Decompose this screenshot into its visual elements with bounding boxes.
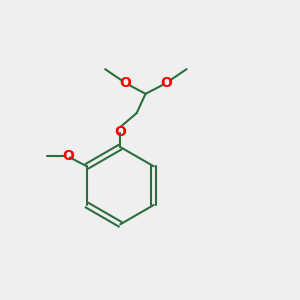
Text: O: O	[160, 76, 172, 90]
Text: O: O	[119, 76, 131, 90]
Text: O: O	[114, 124, 126, 139]
Text: O: O	[62, 149, 74, 163]
